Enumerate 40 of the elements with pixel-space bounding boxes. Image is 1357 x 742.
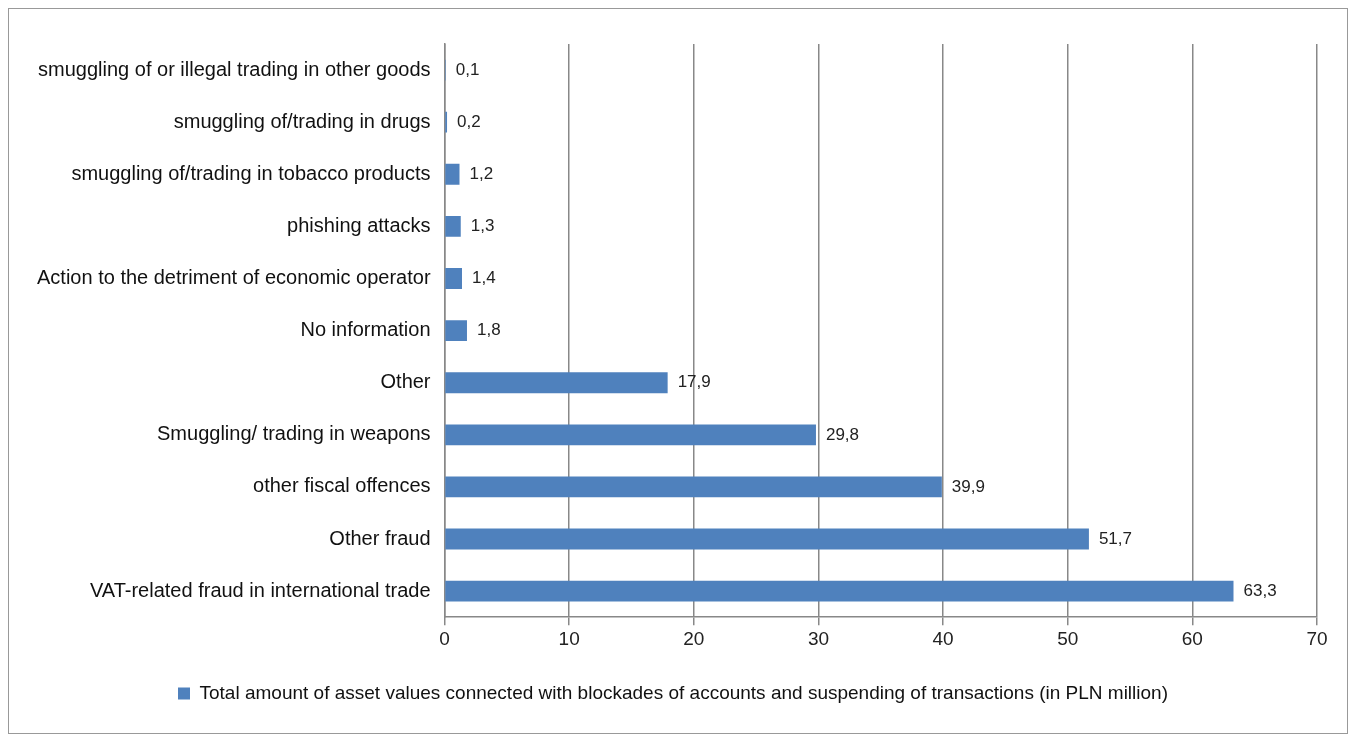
y-tick-label: smuggling of/trading in tobacco products <box>71 161 431 184</box>
data-label: 1,8 <box>476 320 501 340</box>
legend-label: Total amount of asset values connected with blockades of accounts and suspending of transactions (in PLN million) <box>199 681 1169 703</box>
x-tick-label: 70 <box>1306 627 1328 649</box>
x-tick-label: 60 <box>1181 627 1203 649</box>
bar <box>445 163 460 185</box>
x-tick-label: 30 <box>807 627 830 649</box>
y-tick-label: No information <box>300 318 431 341</box>
data-label: 17,9 <box>677 372 711 392</box>
data-label: 29,8 <box>825 424 860 444</box>
data-label: 51,7 <box>1098 528 1133 548</box>
x-tick-label: 10 <box>558 627 580 649</box>
data-label: 1,2 <box>469 163 494 183</box>
data-label: 63,3 <box>1243 580 1277 600</box>
y-tick-label: Other <box>380 370 431 393</box>
x-tick-label: 40 <box>932 627 954 649</box>
x-tick-label: 20 <box>683 627 705 649</box>
y-tick-label: other fiscal offences <box>253 474 431 497</box>
data-label: 1,4 <box>471 268 496 288</box>
data-label: 39,9 <box>951 476 985 496</box>
bar <box>445 320 467 342</box>
data-label: 0,2 <box>457 111 481 131</box>
y-tick-label: smuggling of/trading in drugs <box>173 109 431 132</box>
x-tick-label: 0 <box>439 627 450 649</box>
bar <box>445 424 816 446</box>
data-label: 1,3 <box>470 216 495 236</box>
y-tick-label: smuggling of or illegal trading in other goods <box>38 57 431 80</box>
bar <box>445 268 462 289</box>
y-tick-label: Action to the detriment of economic operator <box>37 266 431 289</box>
bar <box>445 215 461 237</box>
bar <box>445 372 668 394</box>
bar <box>445 528 1089 550</box>
y-tick-label: VAT-related fraud in international trade <box>89 578 431 601</box>
bar <box>445 580 1234 602</box>
y-tick-label: Smuggling/ trading in weapons <box>157 422 431 445</box>
y-tick-label: Other fraud <box>329 526 431 549</box>
y-tick-label: phishing attacks <box>287 213 431 236</box>
data-label: 0,1 <box>455 59 480 79</box>
bar <box>445 476 942 498</box>
x-tick-label: 50 <box>1057 627 1079 649</box>
